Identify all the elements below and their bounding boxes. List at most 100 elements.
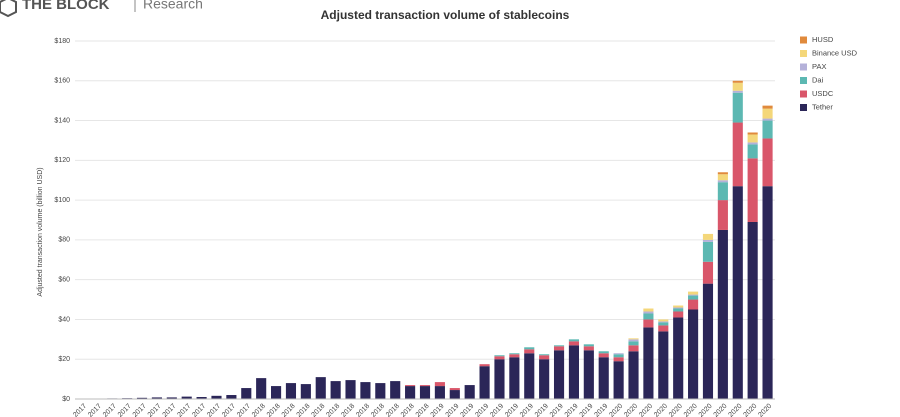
bar-segment	[345, 380, 356, 399]
x-tick-label: 2019	[549, 403, 565, 417]
bar-segment	[702, 239, 714, 242]
bar-segment	[673, 317, 684, 399]
bar-segment	[747, 158, 758, 222]
bar-segment	[673, 308, 684, 312]
bar-segment	[628, 345, 639, 352]
bar-segment	[405, 385, 416, 387]
bar-segment	[211, 395, 222, 399]
legend-label: USDC	[812, 89, 834, 98]
bar-segment	[673, 307, 684, 309]
y-tick-label: $100	[54, 197, 70, 204]
bar-segment	[583, 350, 594, 399]
x-tick-label: 2017	[236, 403, 252, 417]
x-tick-label: 2018	[400, 403, 416, 417]
bar-segment	[658, 322, 669, 326]
brand: THE BLOCK	[22, 0, 110, 13]
x-tick-label: 2020	[683, 403, 699, 417]
bar-segment	[747, 221, 758, 399]
bar-segment	[494, 355, 505, 357]
bar-segment	[673, 305, 684, 308]
bar-segment	[762, 120, 773, 139]
bar-segment	[509, 357, 520, 399]
bar-segment	[688, 299, 699, 310]
bar-segment	[419, 386, 431, 399]
bar-segment	[598, 353, 609, 358]
x-tick-label: 2020	[728, 403, 744, 417]
x-tick-label: 2019	[489, 403, 505, 417]
bar-segment	[196, 397, 207, 399]
bar-segment	[509, 353, 520, 355]
bar-segment	[360, 382, 371, 399]
bar-segment	[419, 385, 431, 387]
logo-icon	[0, 0, 17, 18]
brand-section: Research	[143, 0, 203, 12]
y-tick-label: $0	[62, 396, 70, 403]
bar-segment	[479, 364, 490, 367]
x-tick-label: 2018	[385, 403, 401, 417]
bar-segment	[509, 354, 520, 358]
bar-segment	[688, 309, 699, 399]
bar-segment	[539, 359, 550, 399]
y-tick-label: $60	[58, 277, 70, 284]
bar-segment	[613, 361, 624, 399]
y-tick-label: $120	[54, 157, 70, 164]
bar-segment	[688, 291, 699, 295]
bar-segment	[643, 308, 654, 312]
bar-segment	[658, 331, 669, 399]
x-tick-label: 2017	[191, 403, 207, 417]
bar-segment	[241, 388, 252, 399]
x-tick-label: 2019	[564, 403, 580, 417]
x-tick-label: 2019	[474, 403, 490, 417]
y-axis-label: Adjusted transaction volume (billion USD…	[37, 167, 44, 296]
x-tick-label: 2020	[623, 403, 639, 417]
bar-segment	[494, 359, 505, 399]
bar-segment	[553, 346, 565, 351]
bar-segment	[732, 92, 743, 123]
x-tick-label: 2019	[430, 403, 446, 417]
bar-segment	[747, 134, 758, 143]
x-tick-label: 2020	[742, 403, 758, 417]
bar-segment	[151, 397, 162, 399]
bar-segment	[643, 327, 654, 399]
x-tick-label: 2020	[757, 403, 773, 417]
bar-segment	[658, 319, 669, 322]
legend-swatch	[800, 63, 807, 71]
x-tick-label: 2018	[325, 403, 341, 417]
bar-segment	[717, 182, 728, 201]
x-tick-label: 2018	[266, 403, 282, 417]
bar-segment	[315, 377, 326, 399]
x-tick-label: 2017	[87, 403, 103, 417]
bar-segment	[553, 350, 565, 399]
bar-segment	[762, 108, 773, 119]
bar-segment	[479, 366, 490, 399]
x-tick-label: 2017	[176, 403, 192, 417]
logo: THE BLOCK Research	[0, 0, 203, 18]
bar-segment	[300, 384, 311, 399]
bar-segment	[271, 386, 282, 399]
bar-segment	[673, 311, 684, 318]
x-tick-label: 2017	[221, 403, 237, 417]
bar-segment	[449, 390, 460, 399]
x-tick-label: 2019	[593, 403, 609, 417]
legend-label: Tether	[812, 102, 833, 111]
bar-segment	[628, 341, 639, 346]
x-tick-label: 2019	[519, 403, 535, 417]
bar-segment	[747, 132, 758, 135]
bar-segment	[702, 261, 714, 284]
x-tick-label: 2020	[608, 403, 624, 417]
bar-segment	[434, 382, 445, 387]
y-tick-label: $80	[58, 237, 70, 244]
bar-segment	[688, 295, 699, 300]
y-tick-label: $160	[54, 78, 70, 85]
x-tick-label: 2018	[355, 403, 371, 417]
bar-segment	[524, 349, 535, 354]
bar-segment	[747, 142, 758, 145]
x-tick-label: 2019	[459, 403, 475, 417]
bar-segment	[583, 346, 594, 351]
bar-segment	[256, 378, 267, 399]
bar-segment	[539, 354, 550, 356]
bar-segment	[702, 283, 714, 399]
bar-segment	[553, 345, 565, 347]
x-tick-label: 2017	[132, 403, 148, 417]
